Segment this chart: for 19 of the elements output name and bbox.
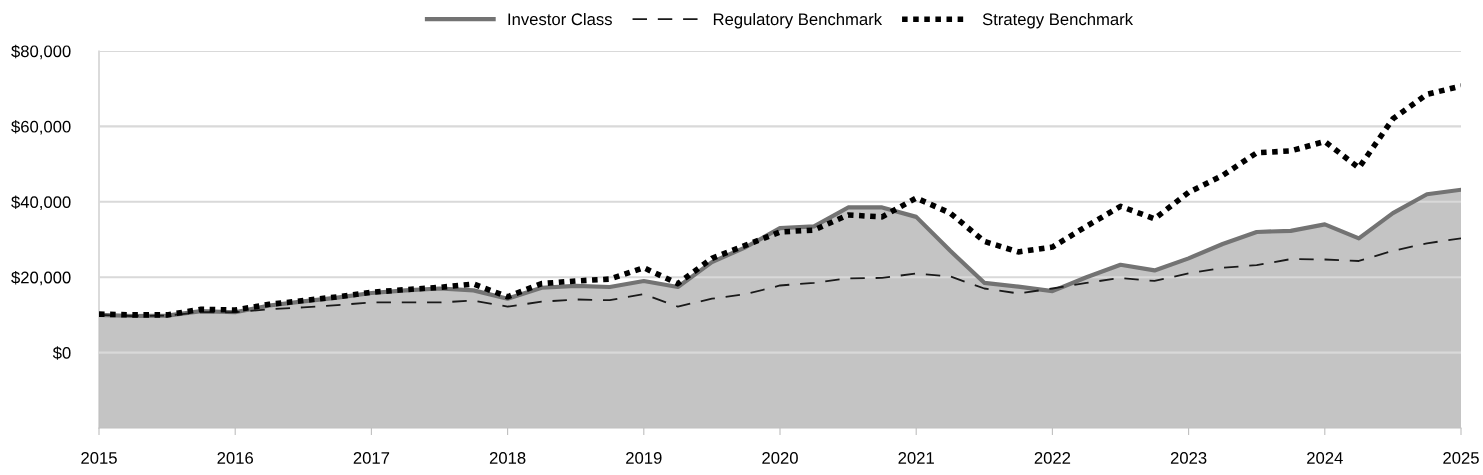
x-tick-label: 2019 — [626, 452, 662, 464]
y-tick-label: $0 — [52, 346, 71, 360]
x-tick-label: 2017 — [353, 452, 390, 464]
x-tick-label: 2023 — [1170, 452, 1207, 464]
x-tick-label: 2016 — [217, 452, 254, 464]
y-tick-label: $40,000 — [11, 195, 71, 210]
x-tick-label: 2015 — [81, 452, 117, 464]
legend-label: Strategy Benchmark — [982, 12, 1134, 29]
y-tick-label: $60,000 — [11, 120, 71, 135]
y-tick-label: $20,000 — [11, 270, 71, 286]
legend-label: Investor Class — [508, 12, 612, 26]
x-tick-label: 2025 — [1443, 452, 1479, 464]
y-tick-label: $80,000 — [11, 44, 71, 60]
x-tick-label: 2018 — [489, 452, 526, 464]
x-tick-label: 2022 — [1034, 452, 1071, 464]
legend-label: Regulatory Benchmark — [713, 12, 883, 29]
x-tick-label: 2024 — [1307, 452, 1343, 464]
x-tick-label: 2021 — [898, 452, 934, 464]
x-tick-label: 2020 — [762, 452, 798, 464]
